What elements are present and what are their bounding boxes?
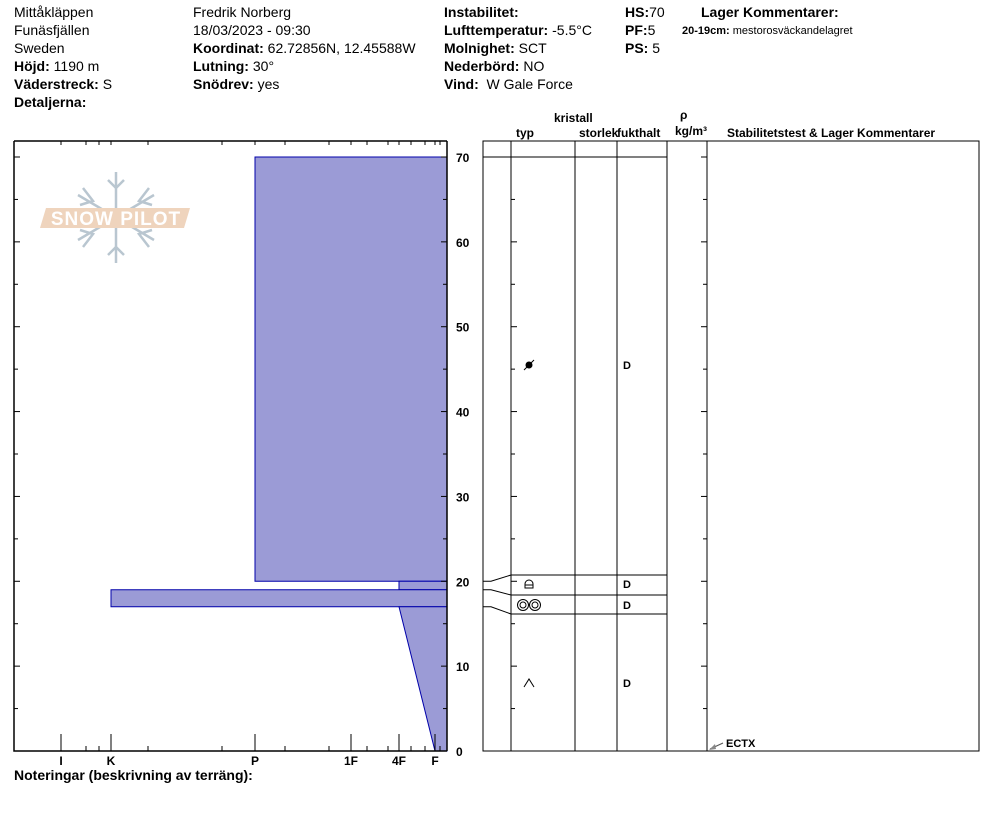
datetime: 18/03/2023 - 09:30	[193, 22, 311, 38]
depth-label: 40	[456, 406, 470, 420]
header-type: typ	[516, 126, 534, 140]
round-outer	[517, 599, 529, 611]
graupel-icon	[523, 359, 535, 371]
coordinates: Koordinat: 62.72856N, 12.45588W	[193, 40, 416, 56]
aspect: Väderstreck: S	[14, 76, 113, 92]
depth-connector	[483, 574, 512, 582]
wind: Vind: W Gale Force	[444, 76, 573, 92]
pf: PF:5	[625, 22, 656, 38]
moisture-value: D	[623, 600, 631, 612]
depth-label: 70	[456, 151, 470, 165]
location: Mittåkläppen	[14, 4, 94, 20]
depth-label: 0	[456, 745, 463, 759]
depth-label: 10	[456, 660, 470, 674]
hardness-label-1F: 1F	[344, 754, 358, 768]
depth-label: 50	[456, 321, 470, 335]
observer: Fredrik Norberg	[193, 4, 292, 20]
air-temperature: Lufttemperatur: -5.5°C	[444, 22, 592, 38]
arrow-head-icon	[709, 744, 716, 750]
graupel-slash	[523, 359, 535, 371]
instability: Instabilitet:	[444, 4, 519, 20]
logo-text: SNOW PILOT	[51, 209, 181, 230]
round-inner	[519, 601, 527, 609]
layer-table-frame	[482, 140, 980, 752]
layer-comment: 20-19cm: mestorosväckandelagret	[682, 25, 853, 37]
snow-drift: Snödrev: yes	[193, 76, 280, 92]
rounds-icon	[517, 599, 541, 611]
depth-label: 20	[456, 575, 470, 589]
hardness-label-K: K	[107, 754, 116, 768]
details-label: Detaljerna:	[14, 94, 87, 110]
depth-connector	[483, 589, 512, 596]
stability-test-label: ECTX	[726, 738, 756, 750]
hardness-label-P: P	[251, 754, 259, 768]
snowflake-icon: SNOW PILOT	[40, 172, 190, 263]
moisture-value: D	[623, 579, 631, 591]
layer-comments-label: Lager Kommentarer:	[701, 4, 839, 20]
ps: PS: 5	[625, 40, 661, 56]
depth-hoar-icon	[523, 678, 535, 688]
depth-label: 60	[456, 236, 470, 250]
header-crystal: kristall	[554, 111, 593, 125]
precipitation: Nederbörd: NO	[444, 58, 545, 74]
slope: Lutning: 30°	[193, 58, 275, 74]
hardness-layer-3	[398, 606, 448, 752]
hardness-layer-2	[110, 589, 448, 608]
hardness-label-4F: 4F	[392, 754, 406, 768]
moisture-value: D	[623, 678, 631, 690]
moisture-value: D	[623, 360, 631, 372]
round-inner	[531, 601, 539, 609]
hardness-label-I: I	[59, 754, 62, 768]
depth-hoar-caret	[523, 678, 535, 688]
hardness-label-F: F	[431, 754, 438, 768]
faceted-rounded-shape	[524, 579, 534, 589]
hardness-layer-1	[398, 580, 448, 591]
sky: Molnighet: SCT	[444, 40, 547, 56]
faceted-rounded-icon	[524, 579, 534, 589]
depth-label: 30	[456, 490, 470, 504]
depth-connector	[483, 606, 512, 615]
header-stability: Stabilitetstest & Lager Kommentarer	[727, 126, 936, 140]
snowpilot-logo: SNOW PILOT	[38, 170, 194, 265]
area: Funäsfjällen	[14, 22, 90, 38]
country: Sweden	[14, 40, 65, 56]
hs: HS:70	[625, 4, 665, 20]
header-moisture: fukthalt	[617, 126, 661, 140]
header-density-unit: kg/m³	[675, 124, 708, 138]
header-size: storlek	[579, 126, 619, 140]
header-rho: ρ	[680, 108, 688, 122]
hardness-layer-0	[254, 156, 448, 582]
notes-label: Noteringar (beskrivning av terräng):	[14, 767, 253, 783]
round-outer	[529, 599, 541, 611]
elevation: Höjd: 1190 m	[14, 58, 100, 74]
